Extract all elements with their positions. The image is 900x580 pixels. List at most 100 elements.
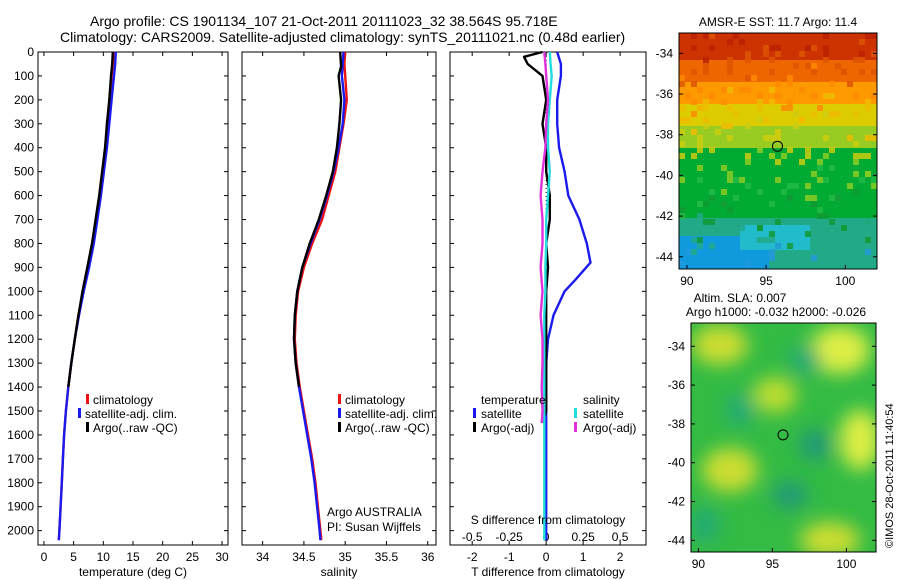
sla-blob-teal: [789, 346, 821, 374]
sst-pixel: [853, 159, 859, 165]
y-tick-label: 2000: [7, 524, 34, 538]
y-tick-label: 300: [14, 117, 34, 131]
y-tick-label: 1100: [8, 308, 34, 322]
sst-pixel: [733, 195, 739, 201]
sst-pixel: [685, 93, 691, 99]
series-line-temperature-satellite: [545, 51, 592, 541]
y-tick-label: 800: [14, 236, 34, 250]
sst-pixel: [745, 159, 751, 165]
legend-swatch-t-satellite: [473, 408, 476, 418]
sst-pixel: [769, 201, 775, 207]
sst-pixel: [679, 141, 685, 147]
sst-pixel: [727, 171, 733, 177]
legend-label-argo: Argo(..raw -QC): [345, 421, 430, 435]
legend-group-temperature: temperature: [481, 393, 546, 407]
sla-map-ticks: -34 -36 -38 -40 -42 -44 90 95 100: [668, 339, 876, 571]
sst-pixel: [745, 123, 751, 129]
y-tick-label: 0: [27, 45, 34, 59]
sst-pixel: [787, 75, 793, 81]
y-tick-label: 1300: [7, 356, 34, 370]
sst-pixel: [811, 201, 817, 207]
salinity-series: [292, 51, 348, 541]
sst-pixel: [679, 261, 685, 267]
map-y-tick-label: -40: [656, 168, 674, 182]
sst-pixel: [871, 231, 877, 237]
temperature-series: [57, 51, 117, 541]
sst-pixel: [697, 141, 703, 147]
sst-pixel: [817, 207, 823, 213]
y-tick-label: 1400: [7, 380, 34, 394]
legend-label-t-satellite: satellite: [481, 407, 522, 421]
sst-pixel: [805, 45, 811, 51]
sst-pixel: [769, 87, 775, 93]
difference-top-label: S difference from climatology: [471, 513, 626, 527]
sst-pixel: [721, 165, 727, 171]
sla-blob-yellow: [840, 410, 876, 470]
sst-pixel: [775, 93, 781, 99]
difference-axes: [449, 51, 647, 546]
sst-pixels: [679, 33, 877, 267]
sst-pixel: [829, 165, 835, 171]
sst-pixel: [709, 33, 715, 39]
legend-swatch-s-argo: [574, 422, 577, 432]
imos-credit: ©IMOS 28-Oct-2011 11:40:54: [884, 403, 896, 548]
map-x-tick-label: 90: [692, 557, 706, 571]
sst-pixel: [793, 183, 799, 189]
map-x-tick-label: 100: [835, 274, 855, 288]
sst-pixel: [811, 255, 817, 261]
map-y-tick-label: -40: [668, 456, 686, 470]
sst-pixel: [703, 99, 709, 105]
sst-pixel: [775, 81, 781, 87]
map-x-tick-label: 90: [680, 274, 694, 288]
sla-argo-marker: [777, 429, 789, 441]
sla-blob-yellow: [692, 325, 748, 365]
difference-legend: temperature salinity satellite Argo(-adj…: [473, 393, 636, 435]
y-tick-label: 1200: [7, 332, 34, 346]
map-y-tick-label: -36: [668, 378, 686, 392]
x-tick-label: 1: [580, 550, 587, 564]
x-tick-label: 2: [617, 550, 624, 564]
sst-pixel: [679, 177, 685, 183]
sla-blob-yellow: [810, 326, 870, 374]
legend-label-t-argo: Argo(-adj): [481, 421, 534, 435]
legend-label-climatology: climatology: [345, 393, 405, 407]
legend-label-climatology: climatology: [93, 393, 153, 407]
sst-pixel: [679, 207, 685, 213]
header-line-1: Argo profile: CS 1901134_107 21-Oct-2011…: [90, 13, 558, 29]
sst-pixel: [703, 201, 709, 207]
sst-pixel: [853, 141, 859, 147]
sst-pixel: [829, 261, 835, 267]
sst-pixel: [691, 249, 697, 255]
sst-pixel: [841, 225, 847, 231]
sst-pixel: [811, 45, 817, 51]
y-tick-label: 600: [14, 189, 34, 203]
sst-pixel: [769, 249, 775, 255]
sst-pixel: [763, 237, 769, 243]
sst-pixel: [787, 147, 793, 153]
y-tick-label: 1900: [7, 500, 34, 514]
sst-pixel: [823, 243, 829, 249]
sst-pixel: [817, 261, 823, 267]
series-line-satellite-adj-clim-: [292, 51, 346, 541]
sst-pixel: [805, 231, 811, 237]
sst-pixel: [703, 33, 709, 39]
sst-pixel: [727, 87, 733, 93]
sst-pixel: [781, 105, 787, 111]
sst-pixel: [853, 57, 859, 63]
sst-pixel: [853, 93, 859, 99]
sla-blob-teal: [772, 481, 808, 509]
sst-pixel: [727, 123, 733, 129]
sst-pixel: [709, 189, 715, 195]
sst-pixel: [703, 117, 709, 123]
sst-pixel: [805, 147, 811, 153]
sst-pixel: [691, 237, 697, 243]
sla-blob-teal: [799, 429, 831, 461]
sst-pixel: [859, 153, 865, 159]
x-tick-label: 34.5: [292, 550, 316, 564]
sst-pixel: [763, 135, 769, 141]
sst-pixel: [817, 105, 823, 111]
sst-pixel: [757, 147, 763, 153]
sst-pixel: [793, 123, 799, 129]
sst-pixel: [787, 243, 793, 249]
